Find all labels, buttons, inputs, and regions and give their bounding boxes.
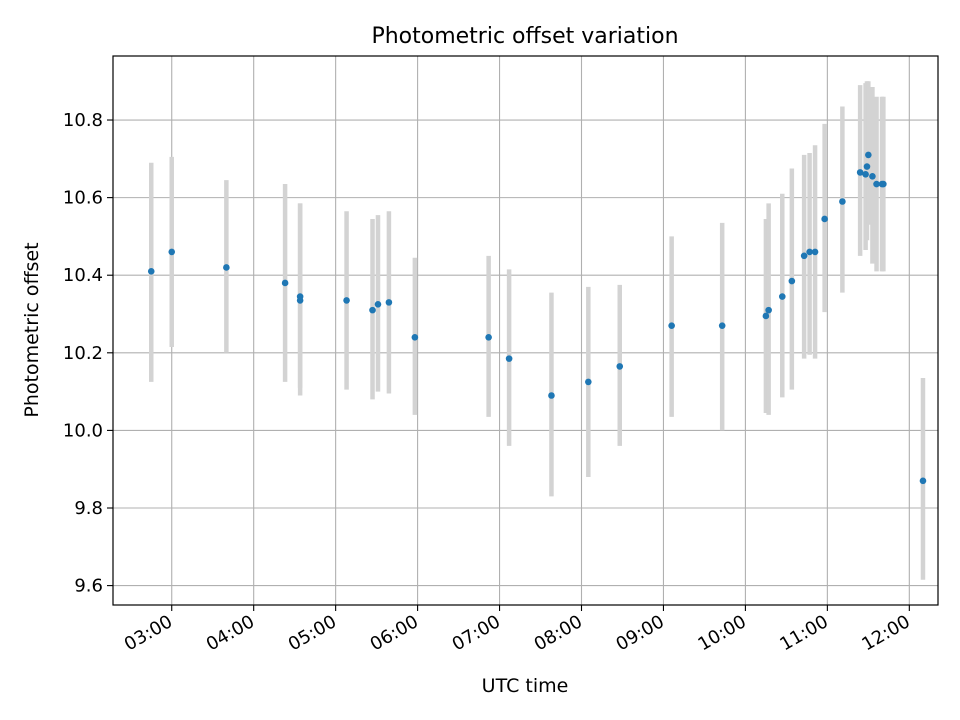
data-point <box>800 252 808 260</box>
y-tick-label: 9.6 <box>74 576 103 597</box>
data-point <box>485 333 492 341</box>
data-point <box>765 306 772 314</box>
data-point <box>869 172 876 180</box>
data-point <box>856 169 864 176</box>
y-tick-label: 10.8 <box>63 110 103 131</box>
data-point <box>147 268 155 275</box>
data-point <box>505 355 513 362</box>
data-point <box>385 299 393 306</box>
data-point <box>873 180 880 188</box>
data-points <box>147 151 927 485</box>
chart-title: Photometric offset variation <box>371 24 678 49</box>
data-point <box>374 301 382 308</box>
data-point <box>223 264 230 271</box>
data-point <box>548 392 555 399</box>
y-axis-label: Photometric offset <box>21 242 43 417</box>
data-point <box>865 151 872 159</box>
data-point <box>811 248 819 256</box>
data-point <box>839 198 846 205</box>
data-point <box>919 477 927 485</box>
data-point <box>880 180 887 188</box>
data-point <box>863 163 871 170</box>
y-axis-ticks: 9.6 9.8 10.0 10.2 10.4 10.6 10.8 <box>63 110 113 597</box>
data-point <box>821 215 828 223</box>
y-tick-label: 10.0 <box>63 420 103 441</box>
data-point <box>281 279 289 287</box>
data-point <box>616 363 624 370</box>
data-point <box>718 322 726 329</box>
data-point <box>411 333 419 341</box>
data-point <box>778 293 786 300</box>
data-point <box>585 378 592 386</box>
x-axis-label: UTC time <box>482 675 569 697</box>
data-point <box>762 312 770 320</box>
y-tick-label: 10.2 <box>63 343 103 364</box>
data-point <box>806 248 813 256</box>
data-point <box>668 322 675 329</box>
y-tick-label: 10.4 <box>63 265 103 286</box>
data-point <box>862 171 869 178</box>
y-tick-label: 9.8 <box>74 498 103 519</box>
data-point <box>788 277 796 285</box>
data-point <box>168 248 176 256</box>
data-point <box>296 297 304 304</box>
data-point <box>369 306 376 314</box>
y-tick-label: 10.6 <box>63 188 103 209</box>
grid-lines <box>113 56 938 605</box>
plot-frame <box>112 55 939 606</box>
data-point <box>343 297 350 304</box>
